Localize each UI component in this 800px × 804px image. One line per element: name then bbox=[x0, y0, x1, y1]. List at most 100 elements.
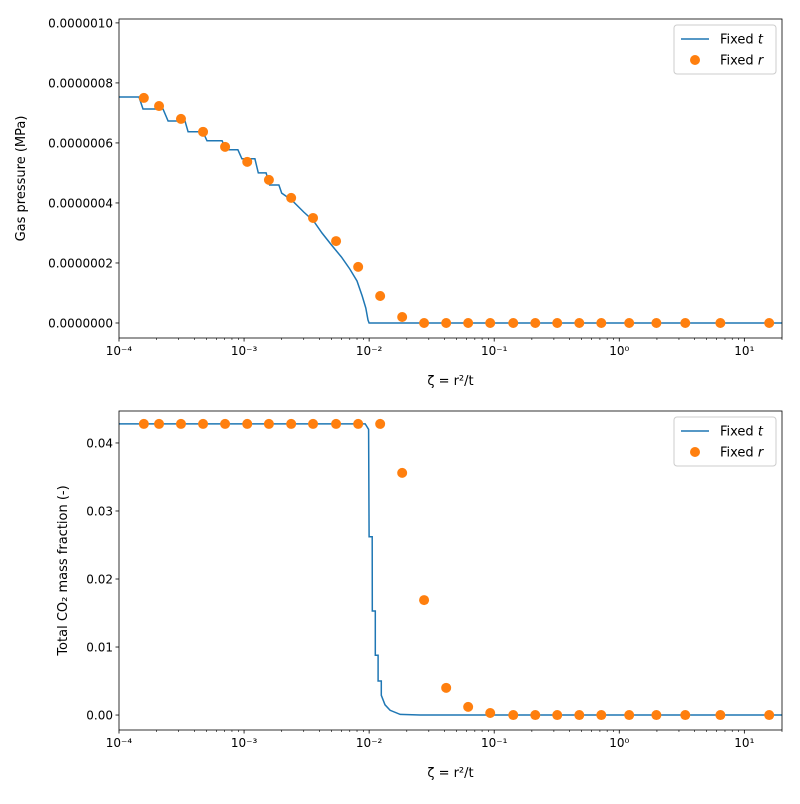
data-point-fixed-r bbox=[441, 682, 452, 693]
x-tick-label: 10⁰ bbox=[609, 736, 629, 750]
x-axis-label: ζ = r²/t bbox=[427, 374, 473, 389]
data-point-fixed-r bbox=[375, 418, 386, 429]
data-point-fixed-r bbox=[220, 141, 231, 152]
x-tick-label: 10⁻⁴ bbox=[106, 344, 133, 358]
data-point-fixed-r bbox=[441, 317, 452, 328]
legend-label-word: Fixed bbox=[720, 54, 758, 69]
data-point-fixed-r bbox=[574, 317, 585, 328]
data-point-fixed-r bbox=[463, 317, 474, 328]
data-point-fixed-r bbox=[286, 192, 297, 203]
data-point-fixed-r bbox=[680, 710, 691, 721]
data-point-fixed-r bbox=[715, 317, 726, 328]
y-tick-label: 0.03 bbox=[86, 504, 113, 518]
y-tick-label: 0.01 bbox=[86, 641, 113, 655]
y-tick-label: 0.0000002 bbox=[48, 256, 113, 270]
x-tick-label: 10¹ bbox=[734, 736, 754, 750]
data-point-fixed-r bbox=[175, 113, 186, 124]
data-point-fixed-r bbox=[198, 418, 209, 429]
data-point-fixed-r bbox=[508, 317, 519, 328]
legend-point-swatch bbox=[690, 447, 700, 457]
data-point-fixed-r bbox=[530, 317, 541, 328]
legend-label: Fixed r bbox=[720, 54, 765, 69]
axes-frame bbox=[118, 410, 783, 731]
x-tick-label: 10⁻² bbox=[356, 344, 383, 358]
data-point-fixed-r bbox=[154, 101, 165, 112]
data-point-fixed-r bbox=[331, 418, 342, 429]
data-point-fixed-r bbox=[764, 317, 775, 328]
x-tick-label: 10¹ bbox=[734, 344, 754, 358]
data-point-fixed-r bbox=[375, 290, 386, 301]
data-point-fixed-r bbox=[624, 710, 635, 721]
data-point-fixed-r bbox=[331, 236, 342, 247]
data-point-fixed-r bbox=[263, 174, 274, 185]
axes-frame bbox=[118, 18, 783, 339]
data-point-fixed-r bbox=[485, 317, 496, 328]
x-tick-label: 10⁻¹ bbox=[481, 344, 508, 358]
legend-label-word: Fixed bbox=[720, 425, 758, 440]
x-axis-label: ζ = r²/t bbox=[427, 766, 473, 781]
legend-label-var: t bbox=[758, 425, 764, 440]
data-point-fixed-r bbox=[308, 418, 319, 429]
series-line-fixed-t bbox=[119, 423, 782, 716]
data-point-fixed-r bbox=[764, 710, 775, 721]
gas-pressure-chart: 10⁻⁴ 10⁻³ 10⁻² 10⁻¹ 10⁰ 10¹ 0.0000000 0.0000002… bbox=[14, 16, 783, 389]
y-tick-label: 0.0000004 bbox=[48, 196, 113, 210]
legend-point-swatch bbox=[690, 55, 700, 65]
y-tick-label: 0.0000000 bbox=[48, 316, 113, 330]
legend-label-word: Fixed bbox=[720, 33, 758, 48]
data-point-fixed-r bbox=[308, 212, 319, 223]
y-tick-label: 0.0000008 bbox=[48, 76, 113, 90]
data-point-fixed-r bbox=[138, 418, 149, 429]
data-point-fixed-r bbox=[397, 311, 408, 322]
data-point-fixed-r bbox=[463, 701, 474, 712]
data-point-fixed-r bbox=[242, 418, 253, 429]
x-tick-label: 10⁻¹ bbox=[481, 736, 508, 750]
data-point-fixed-r bbox=[596, 317, 607, 328]
x-tick-label: 10⁰ bbox=[609, 344, 629, 358]
data-point-fixed-r bbox=[138, 92, 149, 103]
y-tick-label: 0.00 bbox=[86, 709, 113, 723]
y-tick-label: 0.0000010 bbox=[48, 16, 113, 30]
y-tick-label: 0.04 bbox=[86, 436, 113, 450]
series-line-fixed-t bbox=[119, 96, 782, 324]
data-point-fixed-r bbox=[263, 418, 274, 429]
data-point-fixed-r bbox=[651, 317, 662, 328]
data-point-fixed-r bbox=[397, 467, 408, 478]
data-point-fixed-r bbox=[596, 710, 607, 721]
data-point-fixed-r bbox=[286, 418, 297, 429]
x-tick-label: 10⁻³ bbox=[231, 344, 258, 358]
data-point-fixed-r bbox=[242, 156, 253, 167]
co2-fraction-chart: 10⁻⁴ 10⁻³ 10⁻² 10⁻¹ 10⁰ 10¹ 0.00 0.01 0.02 0.03 0.… bbox=[56, 410, 783, 781]
y-axis-label: Gas pressure (MPa) bbox=[14, 116, 29, 242]
y-axis-label: Total CO₂ mass fraction (-) bbox=[56, 485, 71, 656]
legend-label-var: t bbox=[758, 33, 764, 48]
data-point-fixed-r bbox=[508, 710, 519, 721]
data-point-fixed-r bbox=[715, 710, 726, 721]
data-point-fixed-r bbox=[680, 317, 691, 328]
legend-label-word: Fixed bbox=[720, 446, 758, 461]
data-point-fixed-r bbox=[419, 595, 430, 606]
data-point-fixed-r bbox=[175, 418, 186, 429]
legend-label: Fixed t bbox=[720, 33, 764, 48]
y-tick-label: 0.02 bbox=[86, 573, 113, 587]
data-point-fixed-r bbox=[353, 261, 364, 272]
data-point-fixed-r bbox=[552, 710, 563, 721]
data-point-fixed-r bbox=[419, 317, 430, 328]
data-point-fixed-r bbox=[552, 317, 563, 328]
data-point-fixed-r bbox=[154, 418, 165, 429]
data-point-fixed-r bbox=[651, 710, 662, 721]
data-point-fixed-r bbox=[485, 707, 496, 718]
x-tick-label: 10⁻⁴ bbox=[106, 736, 133, 750]
legend-label-var: r bbox=[758, 54, 765, 69]
x-tick-label: 10⁻³ bbox=[231, 736, 258, 750]
legend-label: Fixed t bbox=[720, 425, 764, 440]
legend-label-var: r bbox=[758, 446, 765, 461]
data-point-fixed-r bbox=[624, 317, 635, 328]
data-point-fixed-r bbox=[574, 710, 585, 721]
x-tick-label: 10⁻² bbox=[356, 736, 383, 750]
data-point-fixed-r bbox=[220, 418, 231, 429]
data-point-fixed-r bbox=[198, 126, 209, 137]
